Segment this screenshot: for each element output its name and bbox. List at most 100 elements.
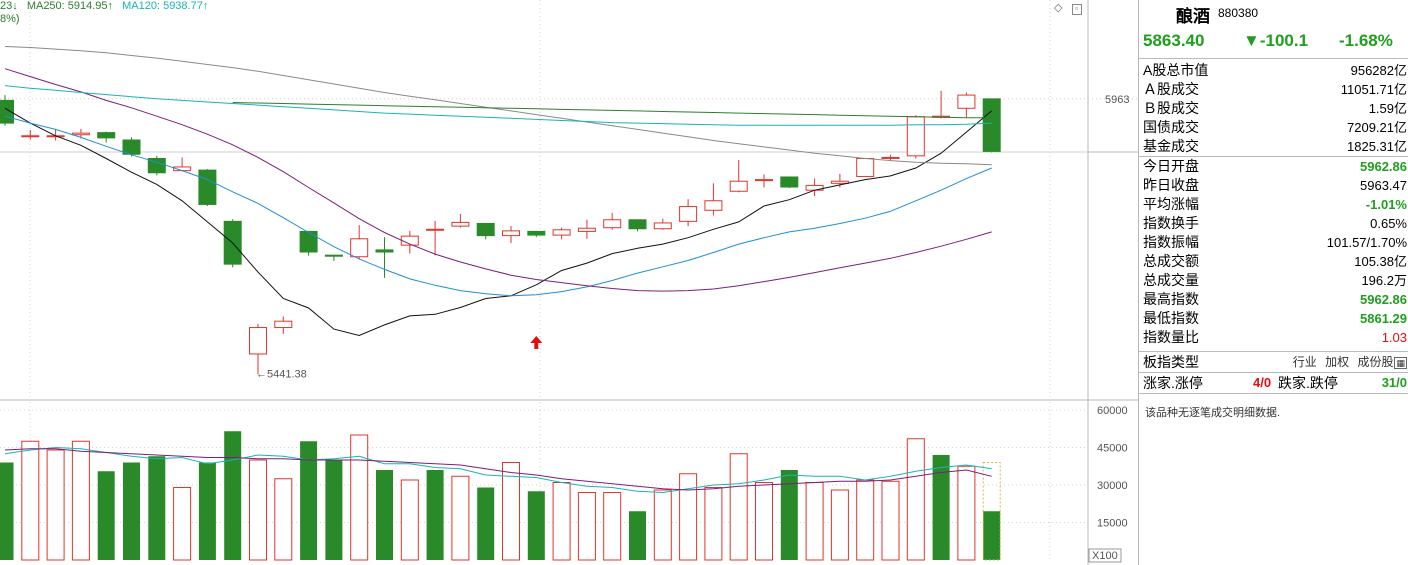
candle-body [71, 132, 90, 136]
volume-bar [451, 475, 470, 561]
volume-bar [71, 440, 90, 561]
stat-row: 平均涨幅 -1.01% [1139, 195, 1408, 214]
stat-value: 5962.86 [1360, 159, 1407, 174]
index-code: 880380 [1218, 6, 1259, 20]
candle-body [122, 139, 141, 155]
candle-body [249, 327, 267, 355]
candle-body [830, 180, 849, 184]
change-percent: -1.68% [1339, 31, 1393, 50]
quote-panel: 酿酒 880380 5863.40 ▼-100.1 -1.68% A股总市值 95… [1138, 0, 1408, 565]
stat-label: 基金成交 [1143, 138, 1199, 154]
diamond-icon[interactable]: ◇ [1054, 2, 1063, 14]
chart-toolbar: ◇ ▫ [1054, 1, 1088, 15]
volume-bar [704, 487, 723, 561]
ma-line-ma60 [4, 46, 992, 166]
candle-body [957, 94, 976, 109]
stat-value: 105.38亿 [1354, 254, 1407, 269]
stat-value: 1.59亿 [1368, 101, 1407, 116]
stat-row: Ａ股成交 11051.71亿 [1139, 80, 1408, 99]
stat-label: Ａ股成交 [1143, 81, 1199, 97]
board-type-options: 行业 加权 成份股 ▦ [1288, 352, 1407, 373]
option-weighted[interactable]: 加权 [1325, 355, 1350, 369]
candle-body [982, 98, 1001, 152]
grid-icon[interactable]: ▦ [1394, 357, 1407, 369]
candle-body [856, 157, 875, 177]
stat-value: 956282亿 [1350, 63, 1407, 78]
candle-body [451, 221, 470, 227]
stat-value: -1.01% [1365, 197, 1407, 212]
volume-bar [477, 487, 495, 560]
stat-label: 指数量比 [1143, 329, 1199, 345]
stat-value: 5963.47 [1360, 178, 1407, 193]
candle-body [426, 228, 445, 231]
stat-row: 最低指数 5861.29 [1139, 309, 1408, 328]
volume-bar [932, 455, 950, 560]
volume-ma-line-vma10 [4, 448, 992, 491]
kline-chart[interactable]: 5963 15000 30000 45000 60000 X100 ←5441.38 23↓… [0, 0, 1138, 565]
volume-bar [983, 511, 1001, 560]
stat-row: 指数振幅 101.57/1.70% [1139, 233, 1408, 252]
stat-label: 今日开盘 [1143, 158, 1199, 174]
stat-value: 5962.86 [1360, 292, 1407, 307]
candle-body [780, 176, 799, 188]
stat-value: 11051.71亿 [1340, 82, 1407, 97]
volume-tick-label: 15000 [1097, 518, 1128, 530]
stat-label: 总成交额 [1143, 253, 1199, 269]
stat-row: 最高指数 5962.86 [1139, 290, 1408, 309]
volume-bar [957, 465, 976, 561]
volume-bar [502, 462, 520, 561]
candle-body [324, 254, 343, 257]
stat-value: 1.03 [1381, 330, 1407, 345]
signal-arrow-icon [530, 336, 543, 349]
ma-legend: 23↓ MA250: 5914.95↑ MA120: 5938.77↑ [0, 0, 214, 13]
chart-canvas[interactable]: 5963 15000 30000 45000 60000 X100 ←5441.38 [0, 0, 1138, 565]
stat-row: 指数量比 1.03 [1139, 328, 1408, 347]
volume-projection-box [982, 462, 1001, 561]
volume-bar [350, 434, 369, 561]
stats-table: A股总市值 956282亿 Ａ股成交 11051.71亿 Ｂ股成交 1.59亿国债成交 72… [1139, 61, 1408, 347]
stat-row: 国债成交 7209.21亿 [1139, 118, 1408, 137]
square-icon[interactable]: ▫ [1071, 4, 1082, 15]
candle-body [603, 219, 622, 229]
candle-body [198, 169, 217, 205]
volume-bar [830, 489, 849, 561]
board-type-row: 板指类型 行业 加权 成份股 ▦ [1139, 351, 1408, 372]
index-name: 酿酒 [1176, 7, 1210, 26]
volume-bar [249, 459, 267, 561]
option-constituents[interactable]: 成份股 [1357, 355, 1394, 369]
volume-bar [653, 489, 672, 561]
candle-body [375, 249, 394, 253]
volume-bar [376, 470, 393, 560]
candle-body [527, 230, 546, 236]
candle-body [21, 135, 40, 138]
up-limit-value: 4/0 [1253, 375, 1272, 390]
stat-label: 最高指数 [1143, 291, 1199, 307]
candle-body [755, 179, 773, 182]
volume-tick-label: 60000 [1097, 405, 1128, 417]
stat-label: 国债成交 [1143, 119, 1199, 135]
volume-bar [603, 492, 622, 561]
option-industry[interactable]: 行业 [1292, 355, 1317, 369]
candle-body [906, 116, 925, 157]
stat-label: Ｂ股成交 [1143, 100, 1199, 116]
low-price-marker: ←5441.38 [256, 368, 307, 380]
candle-body [274, 320, 293, 329]
volume-bar [224, 431, 242, 560]
volume-bar [198, 462, 216, 560]
volume-bar [426, 470, 444, 560]
candle-body [704, 200, 723, 211]
volume-bar [21, 440, 40, 561]
volume-tick-label: 30000 [1097, 480, 1128, 492]
sub-percent-label: 8%) [0, 13, 20, 25]
volume-bar [173, 487, 192, 561]
stat-value: 5861.29 [1360, 311, 1407, 326]
no-tick-data-note: 该品种无逐笔成交明细数据. [1145, 407, 1281, 419]
stat-row: A股总市值 956282亿 [1139, 61, 1408, 80]
candle-body [577, 227, 596, 232]
candle-body [147, 157, 166, 174]
stat-row: 昨日收盘 5963.47 [1139, 176, 1408, 195]
volume-bar [679, 473, 698, 561]
volume-bar [325, 460, 343, 560]
ma-prefix: 23↓ [0, 0, 18, 12]
volume-bar [148, 456, 166, 560]
